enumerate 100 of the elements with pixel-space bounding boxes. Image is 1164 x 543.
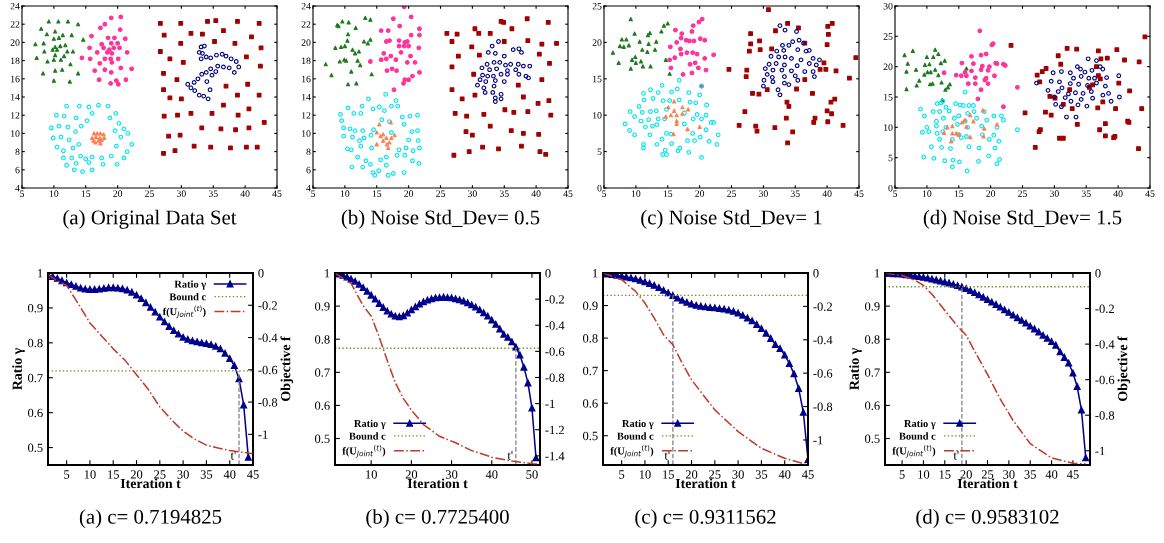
y-tick-label: 0.5 — [582, 431, 598, 441]
x-tick-label: 45 — [1145, 190, 1155, 197]
legend-label: f(U$_{Joint}$$^{(t)}$) — [892, 444, 936, 458]
y2-tick-label: -0.4 — [1095, 340, 1115, 349]
x-tick-label: 20 — [113, 190, 123, 197]
y2-tick-label: -0.6 — [258, 365, 278, 375]
x-tick-label: 25 — [1018, 190, 1027, 197]
y-tick-label: 8 — [15, 148, 20, 156]
legend-label: Ratio γ — [174, 280, 206, 290]
x-tick-label: 5 — [899, 470, 905, 479]
x-tick-label: 35 — [1081, 190, 1091, 197]
x-tick-label: 35 — [499, 190, 509, 197]
y-tick-label: 0.7 — [314, 368, 330, 377]
y2-tick-label: -0.2 — [545, 295, 564, 304]
x-tick-label: 45 — [801, 470, 814, 479]
x-tick-label: 10 — [639, 470, 651, 479]
x-tick-label: 25 — [727, 190, 736, 197]
y-tick-label: 10 — [884, 124, 893, 131]
y2-axis-title: Objective f — [1117, 336, 1131, 401]
y2-tick-label: -0.4 — [813, 335, 833, 345]
y-tick-label: 4 — [306, 184, 311, 192]
y-tick-label: 0.9 — [582, 301, 598, 311]
y-tick-label: 0.9 — [864, 302, 880, 311]
y2-tick-label: -1 — [545, 399, 555, 408]
y-tick-label: 25 — [883, 33, 893, 40]
y-tick-label: 0.8 — [27, 338, 43, 348]
x-tick-label: 35 — [1024, 470, 1036, 479]
x-tick-label: 40 — [240, 190, 250, 197]
x-tick-label: 40 — [223, 470, 236, 479]
legend-label: Ratio γ — [622, 419, 654, 430]
x-tick-label: 20 — [960, 470, 972, 479]
x-tick-label: 45 — [563, 190, 573, 197]
y-tick-label: 14 — [11, 93, 20, 101]
y-tick-label: 20 — [592, 39, 602, 46]
x-tick-label: 20 — [405, 470, 418, 479]
y-tick-label: 0.6 — [27, 408, 43, 418]
y-tick-label: 12 — [302, 112, 311, 119]
x-tick-label: 10 — [49, 190, 59, 197]
y2-tick-label: -0.2 — [813, 302, 832, 311]
text: (a) Original Data Set — [63, 209, 237, 229]
y2-tick-label: -0.2 — [258, 301, 277, 310]
y-tick-label: 0.5 — [864, 434, 880, 444]
y-tick-label: 16 — [302, 75, 311, 83]
y-tick-label: 0.8 — [864, 335, 880, 344]
y-tick-label: 8 — [306, 148, 311, 156]
x-tick-label: 45 — [854, 190, 864, 197]
x-tick-label: 25 — [981, 470, 994, 479]
y-tick-label: 22 — [301, 21, 311, 28]
y-tick-label: 10 — [302, 130, 311, 137]
y2-tick-label: -1 — [258, 430, 268, 439]
x-tick-label: 25 — [709, 470, 721, 479]
x-tick-label: 10 — [922, 190, 932, 197]
annotation: t' — [953, 451, 959, 460]
y-tick-label: 1 — [37, 269, 43, 278]
y-tick-label: 15 — [884, 93, 893, 101]
y2-axis-title: Objective f — [280, 336, 294, 401]
y-tick-label: 6 — [15, 166, 20, 174]
y-axis-title: Ratio γ — [849, 348, 862, 390]
y2-tick-label: -0.8 — [1095, 411, 1115, 420]
legend-label: Bound c — [899, 432, 936, 440]
x-tick-label: 40 — [822, 190, 832, 197]
legend-label: Ratio γ — [904, 419, 936, 430]
x-tick-label: 5 — [619, 470, 625, 479]
legend-label: Bound c — [617, 432, 654, 440]
y2-tick-label: 0 — [258, 269, 264, 278]
y2-tick-label: 0 — [813, 269, 819, 278]
x-tick-label: 20 — [404, 190, 414, 197]
text: (c) c= 0.9311562 — [635, 509, 776, 529]
y-tick-label: 10 — [593, 112, 602, 119]
x-tick-label: 15 — [372, 190, 382, 197]
x-tick-label: 40 — [531, 190, 541, 197]
y2-tick-label: -1.2 — [545, 425, 564, 435]
x-tick-label: 20 — [685, 470, 698, 479]
legend-label: f(U$_{Joint}$$^{(t)}$) — [162, 305, 206, 319]
y-tick-label: 1 — [324, 269, 330, 278]
x-tick-label: 10 — [340, 190, 350, 197]
y2-tick-label: -0.4 — [545, 321, 565, 330]
y-tick-label: 30 — [883, 2, 893, 10]
y-tick-label: 0.6 — [582, 399, 598, 408]
legend-label: Bound c — [349, 432, 386, 440]
x-tick-label: 20 — [986, 190, 996, 197]
y-tick-label: 0.5 — [314, 434, 330, 444]
y-tick-label: 0.9 — [314, 302, 330, 311]
x-tick-label: 15 — [939, 470, 951, 479]
y-tick-label: 20 — [301, 39, 311, 46]
x-tick-label: 40 — [1113, 190, 1123, 197]
legend-label: Ratio γ — [354, 419, 386, 430]
x-tick-label: 30 — [1003, 470, 1015, 479]
x-tick-label: 20 — [695, 190, 705, 197]
y-tick-label: 14 — [302, 93, 311, 101]
x-tick-label: 15 — [108, 470, 119, 479]
x-tick-label: 30 — [176, 190, 186, 197]
y-tick-label: 0.6 — [864, 401, 880, 410]
x-tick-label: 35 — [755, 470, 768, 479]
y-tick-label: 0.8 — [582, 334, 598, 343]
x-axis-title: Iteration t — [407, 478, 468, 489]
text: (d) c= 0.9583102 — [916, 509, 1059, 529]
y-tick-label: 0.7 — [582, 366, 598, 376]
y2-tick-label: -0.4 — [258, 333, 278, 343]
x-tick-label: 10 — [918, 470, 930, 479]
